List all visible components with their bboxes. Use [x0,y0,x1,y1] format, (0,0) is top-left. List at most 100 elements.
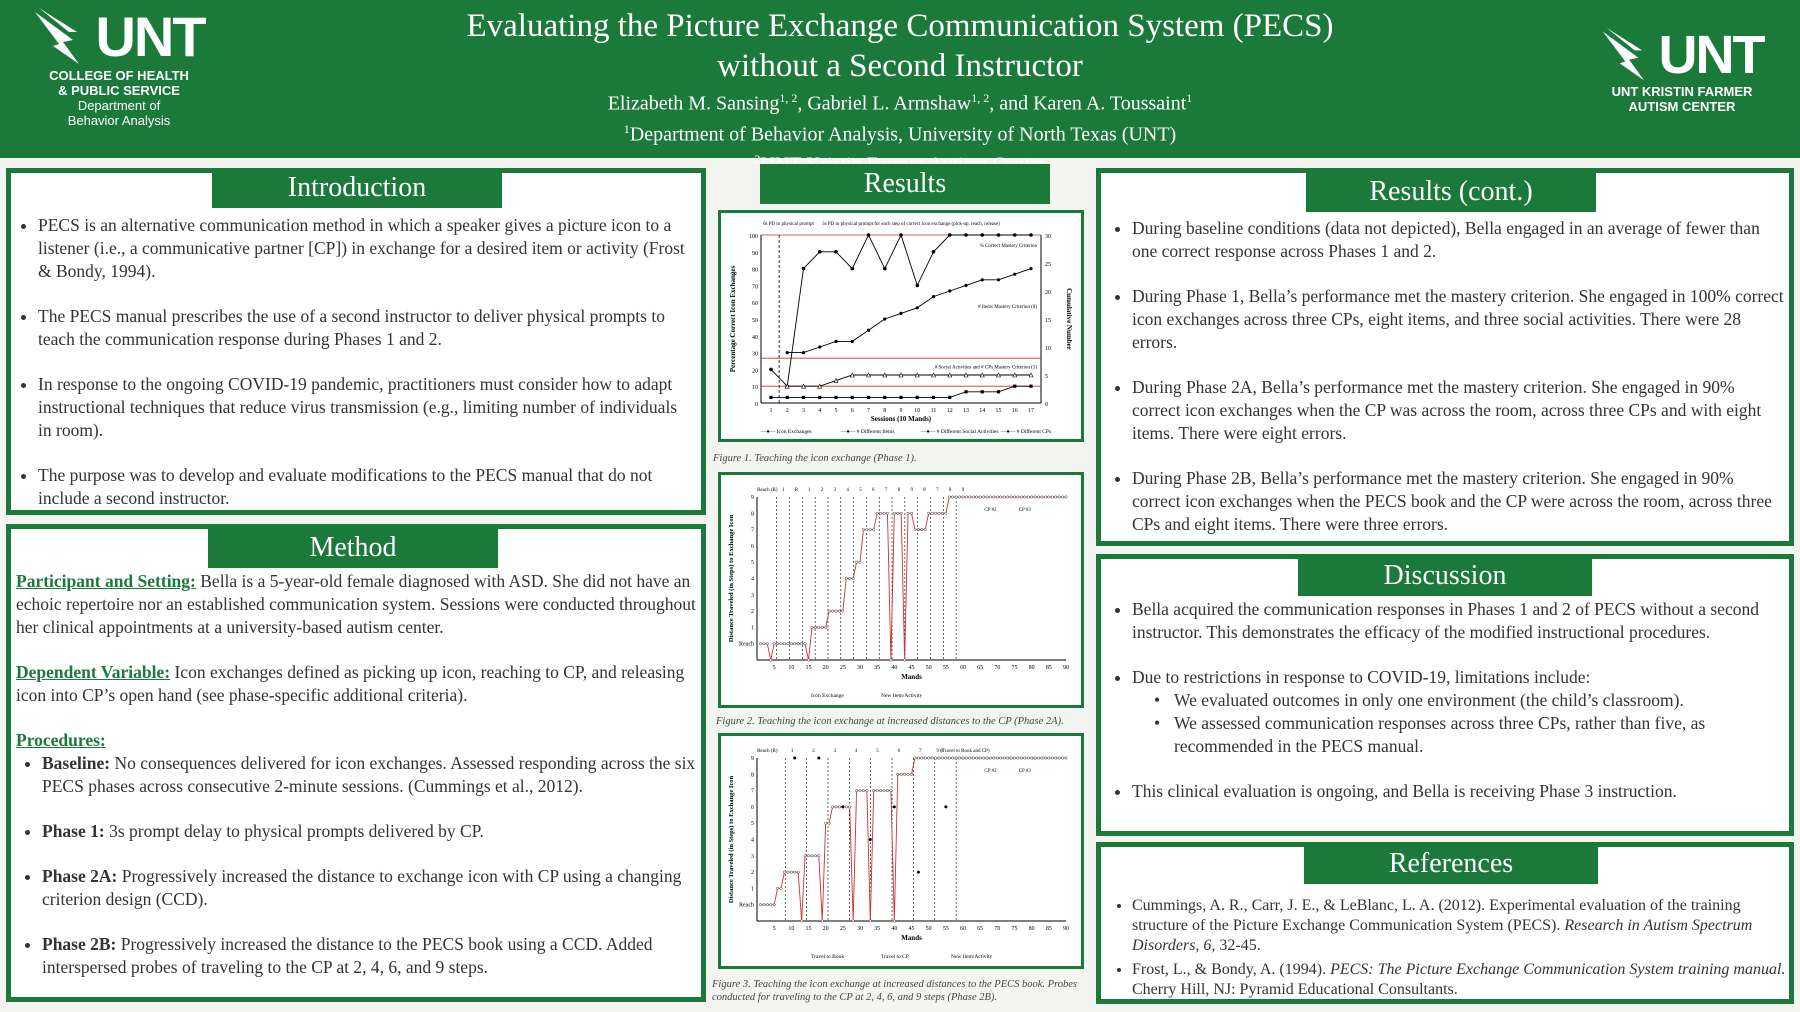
x-tick-label: 75 [1012,926,1018,932]
data-point [1026,495,1030,499]
data-point [1002,756,1006,760]
y-tick-label: 4 [751,838,754,844]
data-point [951,756,955,760]
procedure-item: Phase 1: 3s prompt delay to physical pro… [42,820,696,843]
x-tick-label: 85 [1046,665,1052,671]
annotation: 3s PD to physical prompt for each step o… [822,222,1000,227]
data-point [920,528,924,532]
phase-label: 3 [834,749,837,754]
data-point [861,789,865,793]
x-tick-label: 20 [823,665,829,671]
data-point [940,511,944,515]
unt-kfac-logo: UNT UNT KRISTIN FARMER AUTISM CENTER [1572,26,1792,114]
x-tick-label: 35 [874,665,880,671]
introduction-body: PECS is an alternative communication met… [12,214,692,510]
data-point [834,609,838,613]
data-point [899,772,903,776]
data-point [868,919,872,923]
data-point [930,511,934,515]
data-point [940,756,944,760]
data-point [948,289,952,293]
data-point [914,372,920,378]
data-point [1029,267,1033,271]
data-point [769,658,773,662]
x-tick-label: 55 [943,665,949,671]
data-point [937,511,941,515]
probe-point [817,756,821,760]
intro-bullet: In response to the ongoing COVID-19 pand… [38,373,692,442]
data-point [844,805,848,809]
data-point [1064,495,1068,499]
data-point [995,495,999,499]
data-point [975,756,979,760]
poster-title-line1: Evaluating the Picture Exchange Communic… [466,8,1334,44]
data-point [866,328,871,332]
x-tick-label: 65 [977,926,983,932]
y2-tick-label: 20 [1045,290,1051,296]
data-point [944,511,948,515]
phase-label: 6 [872,488,875,493]
data-point [882,789,886,793]
discussion-heading: Discussion [1298,556,1592,596]
data-point [964,390,968,394]
data-point [975,495,979,499]
y-tick-label: 1 [751,886,754,892]
y-tick-label: 80 [752,268,758,274]
data-point [916,528,920,532]
data-point [883,395,887,399]
data-point [848,805,852,809]
logo-line-2: AUTISM CENTER [1628,99,1736,114]
probe-point [841,805,845,809]
data-point [817,250,822,254]
data-point [910,511,913,515]
data-point [844,577,848,580]
figure-2-caption: Figure 2. Teaching the icon exchange at … [716,716,1064,727]
data-point [807,658,810,662]
data-point [1028,372,1034,378]
unt-wordmark: UNT [1658,25,1766,85]
data-point [779,886,783,890]
data-point [1040,495,1044,499]
x-tick-label: 35 [874,926,880,932]
data-point [931,295,936,299]
data-point [866,372,871,378]
data-point [801,351,806,355]
data-point [785,395,789,399]
results-bullet: During baseline conditions (data not dep… [1132,217,1786,263]
data-point [801,395,806,399]
x-tick-label: 16 [1012,408,1018,414]
phase-label: 8 [940,749,943,754]
data-point [803,854,807,858]
data-point [833,377,839,383]
limitation-item: We assessed communication responses acro… [1154,712,1790,758]
data-point [910,772,913,776]
data-point [889,789,893,793]
data-point [930,756,934,760]
data-point [872,789,876,793]
series-line [787,268,1032,354]
annotation: # Items Mastery Criterion (8) [978,305,1037,310]
x-tick-label: 10 [914,408,920,414]
data-point [886,789,889,793]
y-axis-label: Percentage Correct Icon Exchanges [729,265,737,372]
y-tick-label: 70 [752,284,758,290]
y-tick-label: Reach [739,642,754,648]
phase-label: 2 [812,749,815,754]
data-point [899,311,903,315]
data-point [916,756,920,760]
probe-point [916,870,920,874]
data-point [1013,272,1017,276]
x-tick-label: 30 [857,926,863,932]
x-tick-label: 40 [891,926,897,932]
data-point [1050,495,1054,499]
data-point [964,233,968,237]
data-point [818,395,822,399]
data-point [931,395,936,399]
data-point [855,789,859,793]
figure-2: Reach 1 2 3 4 5 6 7 8 9 5 10 15 20 25 30 35 40 45 50 55 60 65 7… [718,472,1084,708]
data-point [850,395,854,399]
data-point [920,756,924,760]
data-point [1009,495,1013,499]
x-tick-label: 90 [1063,665,1069,671]
legend-entry: —●— # Different Items [840,428,894,435]
